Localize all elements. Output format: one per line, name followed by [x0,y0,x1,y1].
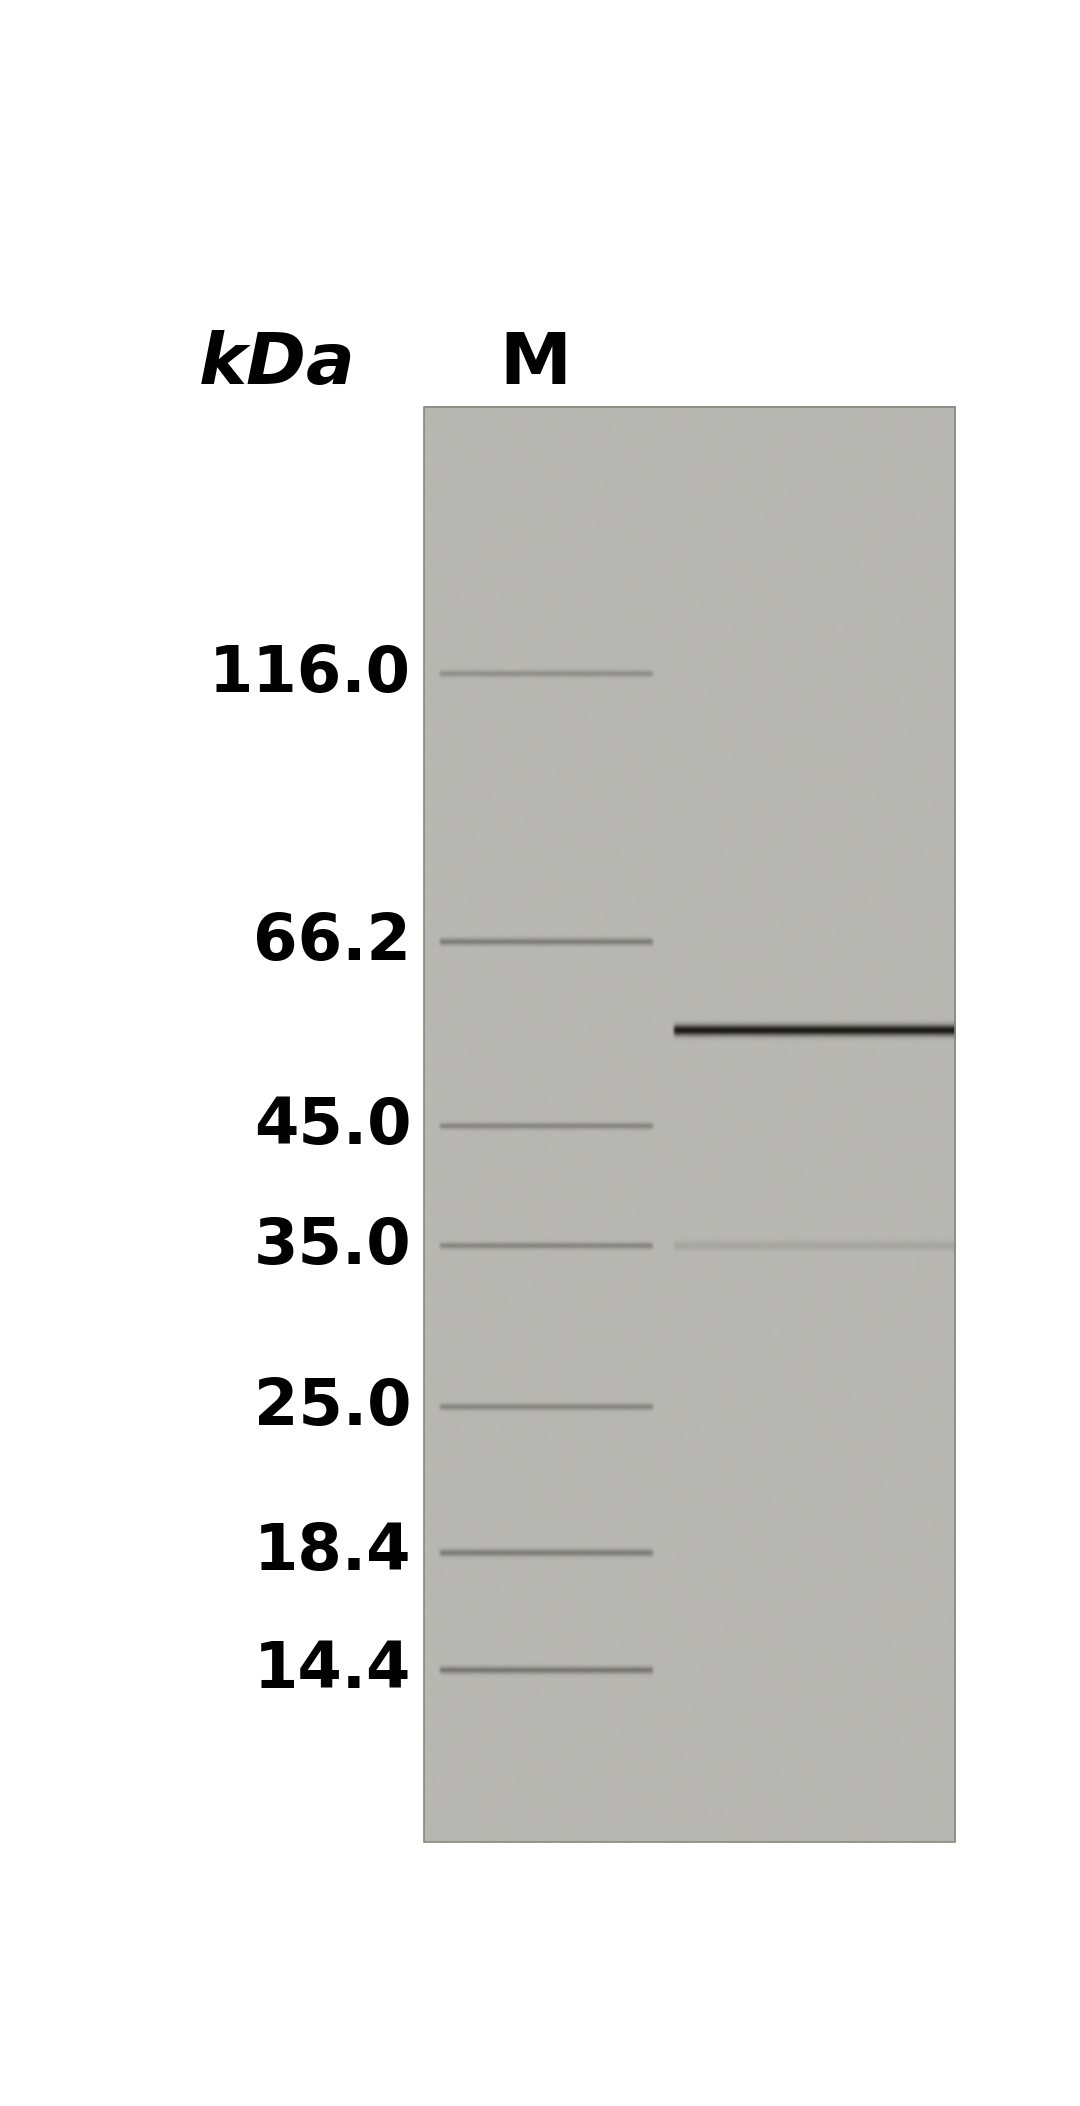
Bar [423,406,956,1843]
Text: 66.2: 66.2 [254,910,411,973]
Text: 116.0: 116.0 [210,642,411,706]
Text: 14.4: 14.4 [254,1638,411,1702]
Text: M: M [499,331,571,398]
Text: 18.4: 18.4 [254,1521,411,1584]
Text: 35.0: 35.0 [254,1215,411,1276]
Text: 25.0: 25.0 [254,1375,411,1438]
Text: 45.0: 45.0 [254,1095,411,1156]
Text: kDa: kDa [199,331,355,398]
